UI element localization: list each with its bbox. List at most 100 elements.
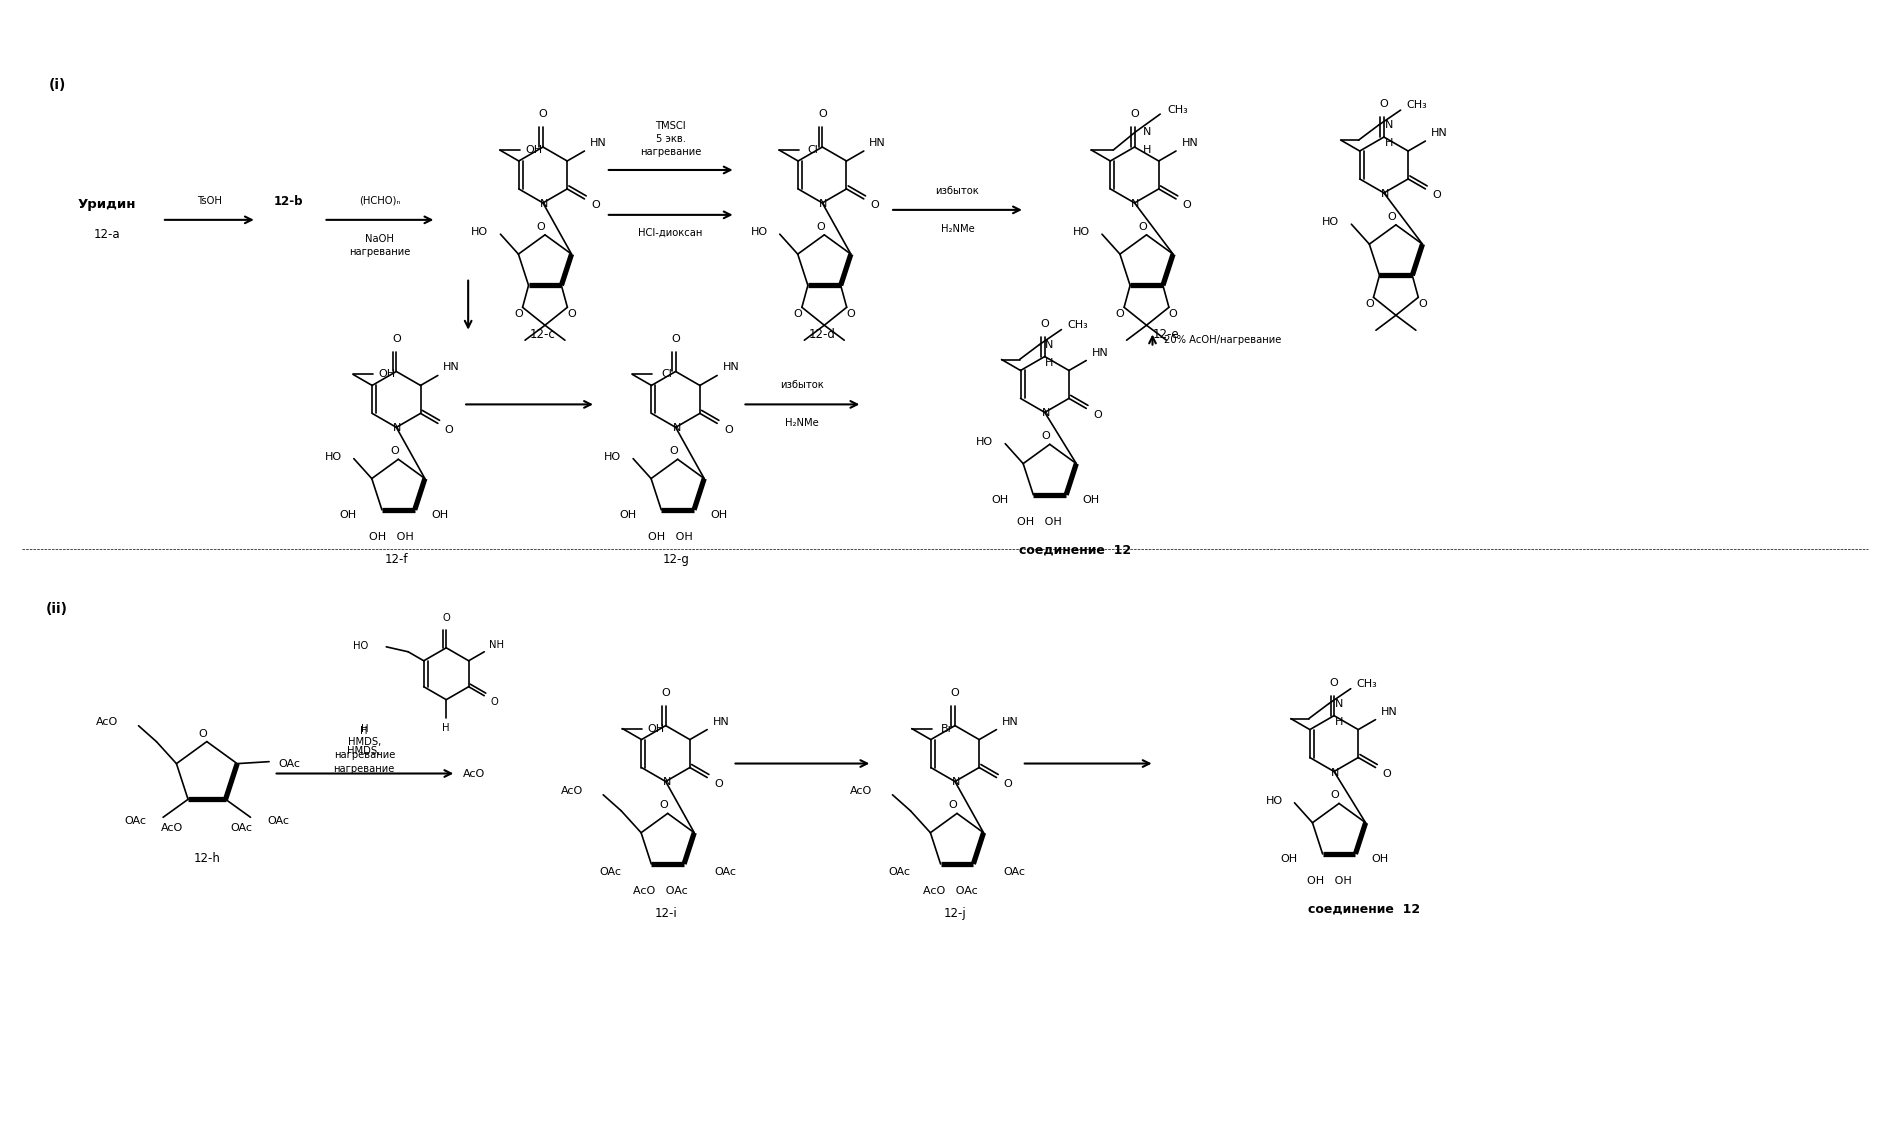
Text: OAc: OAc [268, 817, 289, 826]
Text: O: O [1366, 300, 1373, 310]
Text: N: N [1045, 339, 1054, 350]
Text: 20% AcOH/нагревание: 20% AcOH/нагревание [1164, 335, 1283, 345]
Text: O: O [391, 334, 400, 344]
Text: нагревание: нагревание [332, 763, 395, 773]
Text: H: H [359, 726, 366, 736]
Text: OAc: OAc [125, 817, 145, 826]
Text: O: O [1419, 300, 1426, 310]
Text: AcO: AcO [850, 786, 873, 796]
Text: N: N [820, 199, 827, 208]
Text: нагревание: нагревание [640, 147, 701, 157]
Text: H: H [1385, 138, 1392, 148]
Text: O: O [389, 446, 399, 457]
Text: O: O [816, 222, 825, 232]
Text: AcO: AcO [561, 786, 584, 796]
Text: H: H [361, 723, 368, 734]
Text: N: N [540, 199, 548, 208]
Text: OAc: OAc [1003, 867, 1026, 877]
Text: O: O [818, 109, 827, 120]
Text: O: O [514, 310, 523, 319]
Text: AcO: AcO [96, 716, 119, 727]
Text: 12-i: 12-i [654, 907, 676, 919]
Text: OH: OH [648, 723, 665, 734]
Text: OH: OH [620, 510, 637, 519]
Text: O: O [871, 200, 880, 211]
Text: (HCHO)ₙ: (HCHO)ₙ [359, 196, 400, 206]
Text: HMDS,: HMDS, [348, 737, 382, 746]
Text: N: N [663, 778, 671, 787]
Text: O: O [714, 779, 723, 789]
Text: NH: NH [489, 640, 504, 650]
Text: Уридин: Уридин [77, 198, 136, 212]
Text: OH: OH [340, 510, 357, 519]
Text: (i): (i) [49, 79, 66, 92]
Text: O: O [1116, 310, 1124, 319]
Text: O: O [1379, 99, 1388, 109]
Text: OH: OH [992, 494, 1009, 505]
Text: HO: HO [1266, 796, 1283, 805]
Text: HO: HO [353, 641, 368, 650]
Text: O: O [1041, 432, 1050, 441]
Text: N: N [1132, 199, 1139, 208]
Text: OH: OH [378, 369, 395, 379]
Text: OAc: OAc [714, 867, 737, 877]
Text: OH   OH: OH OH [1307, 876, 1351, 886]
Text: N: N [1041, 409, 1050, 418]
Text: HO: HO [977, 436, 994, 446]
Text: OAc: OAc [278, 759, 300, 769]
Text: O: O [1003, 779, 1013, 789]
Text: TsOH: TsOH [196, 196, 221, 206]
Text: O: O [1094, 410, 1101, 420]
Text: 12-a: 12-a [94, 228, 121, 241]
Text: N: N [1332, 768, 1339, 778]
Text: соединение  12: соединение 12 [1307, 903, 1421, 916]
Text: OAc: OAc [888, 867, 910, 877]
Text: N: N [952, 778, 960, 787]
Text: 12-d: 12-d [808, 328, 835, 341]
Text: OH   OH: OH OH [1018, 517, 1062, 527]
Text: O: O [567, 310, 576, 319]
Text: O: O [536, 222, 546, 232]
Text: O: O [1041, 319, 1048, 328]
Text: N: N [1381, 189, 1388, 199]
Text: AcO: AcO [161, 823, 183, 834]
Text: O: O [846, 310, 856, 319]
Text: нагревание: нагревание [349, 247, 410, 256]
Text: O: O [793, 310, 803, 319]
Text: O: O [1183, 200, 1192, 211]
Text: HO: HO [472, 227, 489, 237]
Text: OH: OH [431, 510, 448, 519]
Text: HN: HN [1001, 716, 1018, 727]
Text: (ii): (ii) [45, 601, 68, 616]
Text: O: O [948, 801, 958, 811]
Text: HN: HN [589, 138, 606, 148]
Text: HO: HO [1073, 227, 1090, 237]
Text: O: O [591, 200, 601, 211]
Text: N: N [1385, 120, 1392, 130]
Text: N: N [393, 424, 402, 433]
Text: CH₃: CH₃ [1167, 105, 1188, 115]
Text: избыток: избыток [935, 186, 979, 196]
Text: AcO: AcO [463, 769, 485, 778]
Text: O: O [723, 425, 733, 435]
Text: HN: HN [1381, 706, 1398, 716]
Text: N: N [1143, 128, 1152, 137]
Text: CH₃: CH₃ [1356, 679, 1377, 689]
Text: избыток: избыток [780, 380, 824, 391]
Text: нагревание: нагревание [334, 749, 395, 760]
Text: HO: HO [1322, 218, 1339, 227]
Text: H₂NMe: H₂NMe [786, 418, 820, 428]
Text: 12-f: 12-f [385, 552, 408, 566]
Text: 12-c: 12-c [531, 328, 555, 341]
Text: H: H [1045, 358, 1054, 368]
Text: AcO   OAc: AcO OAc [922, 886, 977, 896]
Text: O: O [1388, 212, 1396, 222]
Text: H: H [1143, 145, 1152, 155]
Text: O: O [444, 425, 453, 435]
Text: NaOH: NaOH [365, 233, 395, 244]
Text: HN: HN [1092, 347, 1109, 358]
Text: 5 экв.: 5 экв. [655, 134, 686, 144]
Text: HN: HN [1430, 128, 1447, 138]
Text: 12-e: 12-e [1152, 328, 1179, 341]
Text: O: O [950, 688, 960, 698]
